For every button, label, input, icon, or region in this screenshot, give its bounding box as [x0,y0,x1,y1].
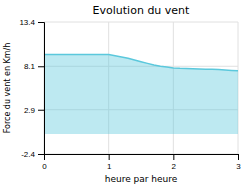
y-tick-mark [38,66,44,67]
x-tick-mark [238,154,239,160]
y-tick: 13.4 [19,18,44,27]
x-tick-label: 2 [172,162,177,171]
y-tick: -2.4 [21,150,44,159]
y-tick-mark [38,22,44,23]
y-axis-line [38,23,45,155]
x-tick-mark [109,154,110,160]
x-tick-label: 0 [42,162,47,171]
x-tick-label: 3 [236,162,241,171]
x-axis-line [45,155,239,161]
y-tick-label: 2.9 [24,106,36,115]
x-tick: 1 [107,154,112,171]
marks [44,55,238,134]
y-axis: -2.4 2.9 8.1 13.4 [19,18,44,159]
y-axis-title: Force du vent en Km/h [3,43,12,134]
grid-line [44,22,238,23]
line [44,55,238,71]
y-tick-mark [38,154,44,155]
y-tick: 2.9 [24,106,44,115]
y-tick-label: 8.1 [24,62,36,71]
chart: 0 1 2 3 -2.4 2.9 8.1 13.4 Evolution du vent heure… [0,0,250,188]
x-axis-title: heure par heure [105,174,178,184]
x-tick-label: 1 [107,162,112,171]
x-tick: 2 [172,154,177,171]
x-axis: 0 1 2 3 [42,154,241,171]
x-tick-mark [173,154,174,160]
y-tick-label: -2.4 [21,150,35,159]
y-tick: 8.1 [24,62,44,71]
title: Evolution du vent [93,4,190,17]
y-tick-mark [38,110,44,111]
plot: 0 1 2 3 -2.4 2.9 8.1 13.4 [19,18,241,171]
grid [44,22,238,154]
x-tick: 0 [42,154,47,171]
area [44,55,238,134]
y-tick-label: 13.4 [19,18,35,27]
x-tick: 3 [236,154,241,171]
